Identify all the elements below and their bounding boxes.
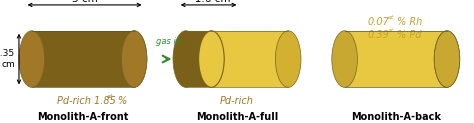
Ellipse shape bbox=[199, 31, 224, 87]
Text: gas in: gas in bbox=[156, 37, 182, 46]
Ellipse shape bbox=[434, 31, 460, 87]
Text: 5 cm: 5 cm bbox=[72, 0, 98, 4]
Text: Monolith-A-front: Monolith-A-front bbox=[37, 112, 128, 122]
Text: Monolith-A-back: Monolith-A-back bbox=[351, 112, 441, 122]
Ellipse shape bbox=[173, 31, 199, 87]
Text: Monolith-A-full: Monolith-A-full bbox=[196, 112, 278, 122]
Text: % Pd: % Pd bbox=[397, 30, 422, 39]
Ellipse shape bbox=[332, 31, 357, 87]
Ellipse shape bbox=[19, 31, 45, 87]
Text: 0.39: 0.39 bbox=[367, 30, 389, 39]
Text: 0.07: 0.07 bbox=[367, 17, 389, 27]
Bar bbox=[211, 31, 288, 87]
Text: Pd-rich: Pd-rich bbox=[220, 96, 254, 106]
Text: at: at bbox=[387, 15, 393, 20]
Text: at: at bbox=[107, 94, 113, 99]
Text: ~1.6 cm: ~1.6 cm bbox=[186, 0, 231, 4]
Ellipse shape bbox=[121, 31, 147, 87]
Text: at: at bbox=[387, 28, 393, 33]
Bar bbox=[186, 31, 211, 87]
Bar bbox=[345, 31, 447, 87]
Text: 1.35
cm: 1.35 cm bbox=[0, 49, 15, 69]
Text: % Rh: % Rh bbox=[397, 17, 422, 27]
Bar bbox=[32, 31, 134, 87]
Text: %: % bbox=[118, 96, 127, 106]
Ellipse shape bbox=[275, 31, 301, 87]
Text: Pd-rich 1.85: Pd-rich 1.85 bbox=[57, 96, 116, 106]
